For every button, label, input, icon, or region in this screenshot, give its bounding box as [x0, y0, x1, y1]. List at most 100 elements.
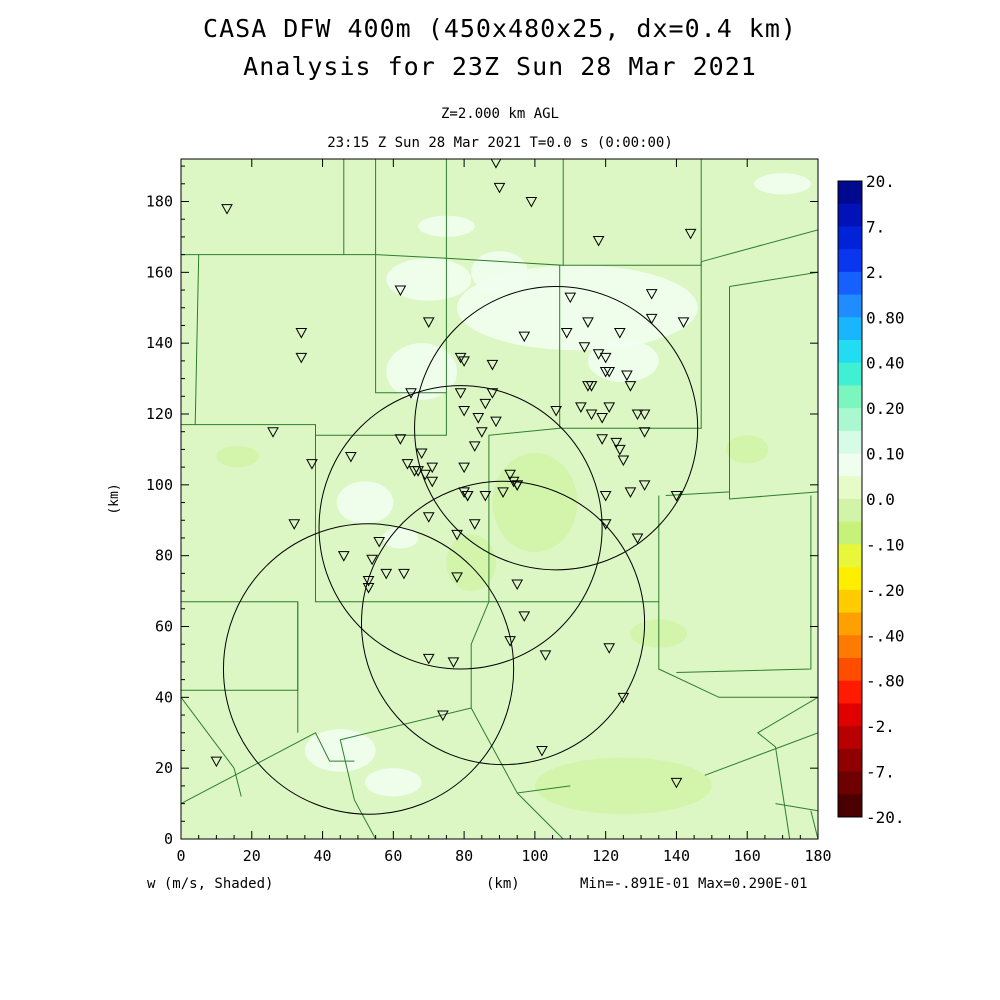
county-line: [375, 254, 447, 394]
station-marker: [426, 476, 439, 488]
station-marker: [210, 756, 223, 768]
colorbar-label: -.80: [866, 672, 905, 691]
county-line: [181, 732, 355, 805]
station-marker: [486, 388, 499, 399]
station-marker: [638, 480, 651, 491]
station-marker: [426, 462, 439, 474]
station-marker: [394, 434, 407, 445]
y-tick-label: 100: [146, 476, 173, 494]
station-marker: [479, 490, 492, 502]
station-marker: [596, 434, 608, 445]
y-tick-label: 20: [155, 759, 173, 777]
shading-patch: [216, 445, 259, 468]
colorbar-swatch: [838, 794, 862, 818]
county-line: [658, 601, 818, 698]
station-marker: [585, 409, 598, 421]
station-marker: [638, 427, 651, 438]
station-marker: [401, 459, 414, 470]
station-marker: [267, 427, 279, 438]
x-tick-label: 180: [804, 847, 831, 865]
station-marker: [458, 356, 470, 367]
colorbar-swatch: [838, 294, 862, 318]
station-marker: [422, 317, 435, 328]
colorbar-label: -.40: [866, 626, 905, 645]
county-line: [488, 427, 560, 602]
county-line: [756, 696, 818, 839]
colorbar-swatch: [838, 362, 862, 386]
county-line: [181, 697, 242, 797]
station-marker: [490, 416, 502, 428]
colorbar-swatch: [838, 317, 862, 341]
station-marker: [624, 487, 637, 498]
county-line: [775, 803, 818, 812]
station-marker: [670, 777, 683, 789]
y-tick-label: 80: [155, 547, 173, 565]
shading-patch: [754, 173, 811, 195]
county-line: [729, 286, 818, 500]
station-marker: [585, 381, 598, 392]
min-max-label: Min=-.891E-01 Max=0.290E-01: [580, 876, 808, 892]
shading-patch: [725, 435, 769, 464]
colorbar-frame: [837, 180, 863, 818]
station-marker: [422, 653, 435, 665]
station-marker: [295, 352, 308, 364]
county-line: [665, 428, 730, 496]
station-marker: [221, 204, 233, 215]
radar-coverage-rings: [222, 286, 699, 815]
x-tick-label: 160: [734, 847, 761, 865]
shading-patch: [446, 534, 496, 592]
station-marker: [599, 519, 612, 530]
station-marker: [621, 370, 633, 382]
colorbar-swatch: [838, 635, 862, 659]
station-marker: [599, 352, 612, 364]
level-label: Z=2.000 km AGL: [440, 106, 559, 122]
county-line: [701, 229, 818, 263]
station-marker: [458, 405, 470, 417]
county-line: [559, 261, 702, 429]
colorbar-swatch: [838, 567, 862, 591]
station-marker: [617, 692, 630, 704]
station-marker: [415, 448, 428, 459]
station-marker: [295, 328, 308, 339]
shading-patch: [534, 757, 712, 815]
station-marker: [613, 328, 626, 339]
station-marker: [437, 710, 449, 722]
station-marker: [306, 459, 318, 470]
colorbar-label: 0.10: [866, 445, 905, 464]
radar-ring: [414, 286, 699, 571]
colorbar-swatch: [838, 249, 862, 273]
x-axis-label: (km): [486, 876, 520, 892]
station-marker: [468, 441, 481, 452]
station-marker: [461, 490, 474, 502]
colorbar-swatch: [838, 453, 862, 477]
county-line: [729, 271, 818, 287]
station-marker: [337, 551, 350, 562]
colorbar-swatch: [838, 271, 862, 296]
station-marker: [624, 381, 637, 392]
station-marker: [345, 452, 357, 463]
y-axis-label: (km): [107, 483, 122, 514]
station-marker: [507, 476, 520, 488]
y-tick-label: 0: [164, 830, 173, 848]
radar-ring: [222, 523, 515, 815]
station-marker: [670, 490, 683, 502]
county-line: [704, 732, 818, 776]
station-marker: [525, 197, 538, 208]
colorbar-swatch: [838, 726, 862, 750]
shading-patch: [386, 343, 458, 400]
colorbar-label: 20.: [866, 172, 895, 191]
colorbar-swatch: [838, 203, 862, 227]
station-marker: [599, 490, 612, 502]
y-tick-label: 140: [146, 334, 173, 352]
station-marker: [490, 159, 502, 169]
station-marker: [362, 575, 375, 587]
station-marker: [504, 636, 516, 647]
shading-patch: [365, 768, 422, 797]
station-marker: [458, 487, 470, 498]
x-tick-label: 140: [663, 847, 690, 865]
station-marker: [479, 398, 492, 410]
station-marker: [645, 313, 658, 325]
colorbar-label: 0.0: [866, 490, 895, 509]
station-marker: [617, 455, 630, 467]
